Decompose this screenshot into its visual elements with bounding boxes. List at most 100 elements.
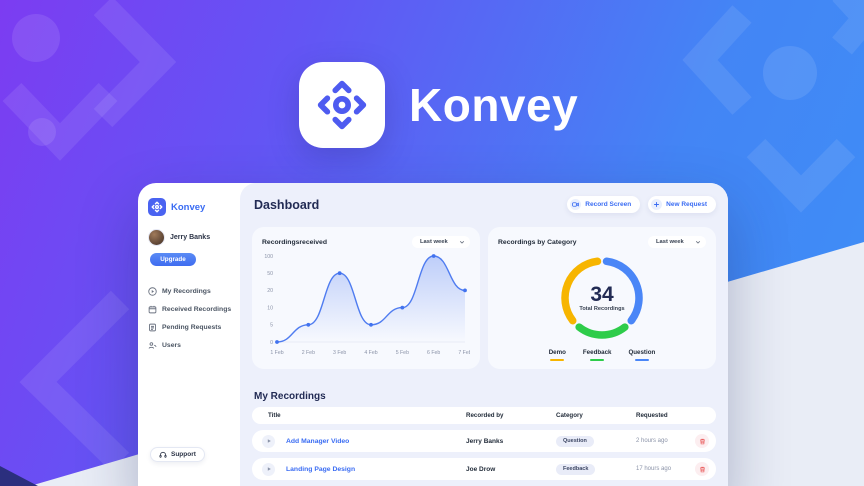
svg-text:20: 20: [267, 288, 273, 294]
dashboard-header: Dashboard Record Screen: [254, 196, 716, 213]
inbox-calendar-icon: [148, 305, 157, 313]
konvey-logo-icon: [299, 62, 385, 148]
sidebar-item-label: Users: [162, 341, 181, 349]
line-chart-range-dropdown[interactable]: Last week: [412, 236, 470, 248]
range-value: Last week: [656, 239, 684, 245]
my-recordings-title: My Recordings: [254, 391, 326, 402]
legend-label: Feedback: [582, 349, 612, 356]
col-requested: Requested: [636, 412, 668, 419]
konvey-logo-icon-small: [148, 198, 166, 216]
new-request-button[interactable]: New Request: [648, 196, 716, 213]
hero-logo: Konvey: [299, 62, 578, 148]
requested-time: 17 hours ago: [636, 466, 672, 472]
support-label: Support: [171, 451, 196, 458]
donut-chart-range-dropdown[interactable]: Last week: [648, 236, 706, 248]
svg-text:5: 5: [270, 323, 273, 329]
sidebar-item-pending-requests[interactable]: Pending Requests: [148, 318, 230, 336]
svg-text:5 Feb: 5 Feb: [396, 350, 409, 356]
svg-text:0: 0: [270, 340, 273, 346]
play-recording-icon[interactable]: [262, 462, 275, 476]
sidebar-item-users[interactable]: Users: [148, 336, 230, 354]
col-category: Category: [556, 412, 583, 419]
record-screen-button[interactable]: Record Screen: [567, 196, 641, 213]
table-row[interactable]: Add Manager Video Jerry Banks Question 2…: [252, 430, 716, 452]
recorded-by: Jerry Banks: [466, 437, 504, 445]
legend-item-feedback: Feedback: [582, 349, 612, 362]
line-chart-title: Recordingsreceived: [262, 238, 327, 246]
requested-time: 2 hours ago: [636, 438, 668, 444]
recordings-table: Title Recorded by Category Requested Add…: [252, 407, 716, 480]
request-doc-icon: [149, 323, 156, 331]
range-value: Last week: [420, 239, 448, 245]
legend-label: Demo: [548, 349, 566, 356]
recording-title-link[interactable]: Add Manager Video: [286, 437, 350, 445]
svg-text:4 Feb: 4 Feb: [364, 350, 377, 356]
support-button[interactable]: Support: [150, 447, 205, 462]
svg-text:7 Feb: 7 Feb: [458, 350, 470, 356]
category-donut-chart: [561, 257, 643, 339]
sidebar-item-label: Received Recordings: [162, 305, 232, 313]
total-recordings-label: Total Recordings: [579, 305, 625, 312]
col-title: Title: [268, 412, 281, 419]
play-icon: [148, 286, 157, 296]
sidebar-brand[interactable]: Konvey: [148, 198, 230, 216]
sidebar-item-received-recordings[interactable]: Received Recordings: [148, 300, 232, 318]
total-recordings-value: 34: [590, 282, 614, 306]
sidebar-brand-label: Konvey: [171, 201, 206, 213]
users-icon: [148, 341, 157, 349]
record-screen-icon: [570, 199, 582, 210]
user-name: Jerry Banks: [170, 234, 211, 241]
svg-text:50: 50: [267, 271, 273, 277]
page-title: Dashboard: [254, 197, 320, 212]
upgrade-button[interactable]: Upgrade: [150, 253, 196, 266]
col-recorded-by: Recorded by: [466, 412, 504, 419]
recordings-received-card: Recordingsreceived Last week 0 5 10 20 50 100…: [252, 227, 480, 369]
chevron-down-icon: [695, 240, 701, 244]
sidebar-item-label: Pending Requests: [162, 323, 222, 331]
sidebar: Konvey Jerry Banks Upgrade My Recordings: [138, 183, 240, 486]
svg-text:3 Feb: 3 Feb: [333, 350, 346, 356]
chevron-down-icon: [459, 240, 465, 244]
svg-text:1 Feb: 1 Feb: [270, 350, 283, 356]
hero-wordmark: Konvey: [409, 79, 579, 131]
plus-icon: [651, 199, 663, 210]
avatar: [148, 229, 165, 246]
svg-text:2 Feb: 2 Feb: [302, 350, 315, 356]
legend-color-bar: [590, 358, 605, 362]
user-profile[interactable]: Jerry Banks: [148, 229, 230, 246]
legend-color-bar: [550, 358, 565, 362]
dashboard-main: Dashboard Record Screen: [240, 183, 728, 486]
sidebar-item-label: My Recordings: [162, 287, 211, 295]
svg-text:6 Feb: 6 Feb: [427, 350, 440, 356]
record-screen-label: Record Screen: [585, 201, 632, 208]
donut-center: 34 Total Recordings: [579, 282, 625, 312]
donut-legend: Demo Feedback Question: [498, 349, 706, 362]
corner-triangle: [0, 466, 38, 486]
table-header-row: Title Recorded by Category Requested: [252, 407, 716, 424]
trash-icon: [699, 466, 705, 472]
dashboard-window: Konvey Jerry Banks Upgrade My Recordings: [138, 183, 728, 486]
recordings-line-chart: 0 5 10 20 50 100 1 Feb 2 Feb 3 Feb 4 Feb 5 Feb 6 Fe…: [264, 254, 471, 356]
sidebar-menu: My Recordings Received Recordings Pendin…: [148, 282, 232, 354]
recording-title-link[interactable]: Landing Page Design: [286, 465, 356, 473]
recorded-by: Joe Drow: [466, 465, 496, 473]
svg-text:10: 10: [267, 305, 273, 311]
sidebar-item-my-recordings[interactable]: My Recordings: [148, 282, 230, 300]
delete-recording-button[interactable]: [695, 434, 709, 448]
legend-item-question: Question: [628, 349, 656, 362]
trash-icon: [699, 438, 705, 444]
delete-recording-button[interactable]: [695, 462, 709, 476]
new-request-label: New Request: [666, 201, 707, 208]
headset-icon: [159, 451, 167, 458]
category-badge: Feedback: [556, 463, 596, 475]
legend-label: Question: [628, 349, 656, 356]
donut-chart-title: Recordings by Category: [498, 238, 577, 246]
category-badge: Question: [556, 435, 594, 447]
legend-color-bar: [634, 358, 649, 362]
play-recording-icon[interactable]: [262, 434, 275, 448]
legend-item-demo: Demo: [548, 349, 566, 362]
svg-text:100: 100: [264, 254, 273, 260]
table-row[interactable]: Landing Page Design Joe Drow Feedback 17…: [252, 458, 716, 480]
recordings-by-category-card: Recordings by Category Last week 34 Tota…: [488, 227, 716, 369]
